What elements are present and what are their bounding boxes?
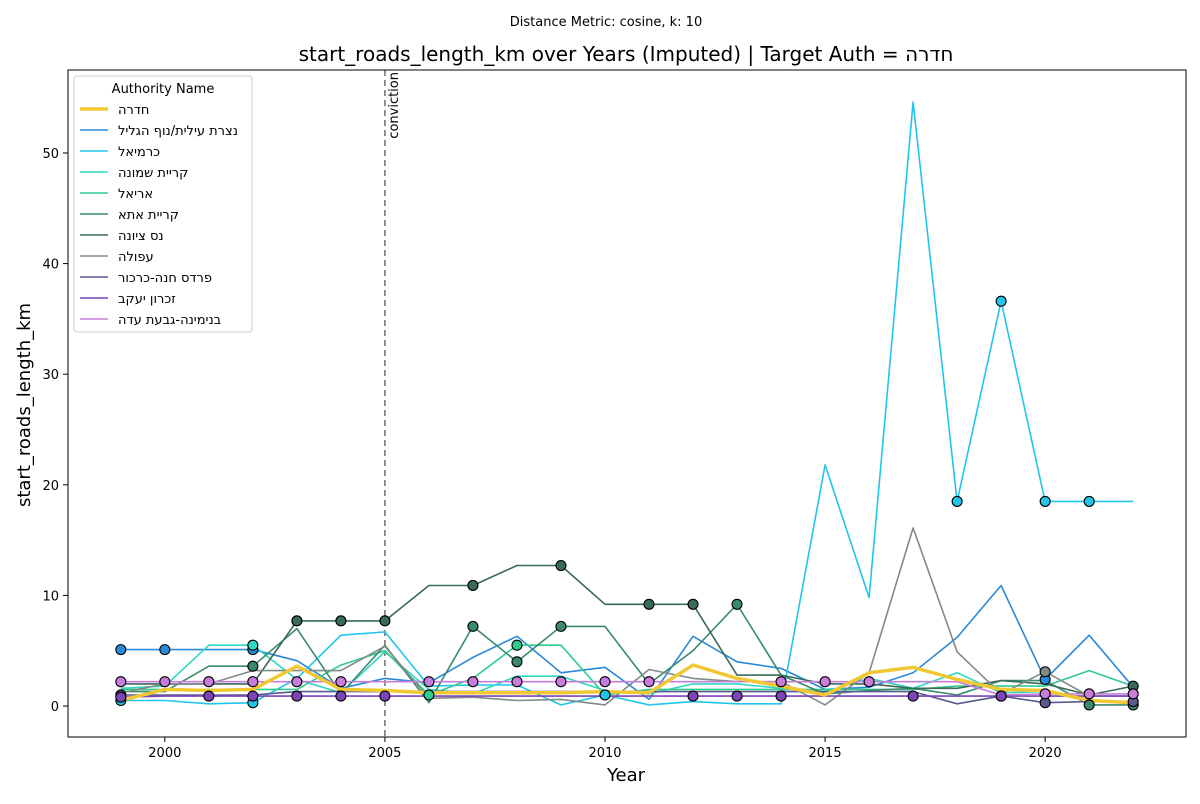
legend-item-label: אריאל [118,187,153,202]
data-point-marker [247,690,259,702]
data-point-marker [555,676,567,688]
data-point-marker [335,690,347,702]
data-point-marker [467,579,479,592]
y-tick-label: 50 [42,147,59,162]
data-point-marker [1127,688,1139,700]
data-point-marker [379,690,391,702]
legend-item-label: חדרה [118,103,149,118]
series-line [120,603,1134,706]
data-point-marker [819,676,831,688]
data-point-marker [467,620,479,632]
axes-frame [67,69,1187,738]
data-point-marker [731,690,743,702]
x-tick-label: 2010 [588,746,621,761]
data-point-marker [775,676,787,688]
series-line [120,564,1134,696]
data-point-marker [687,690,699,702]
data-point-marker [335,676,347,688]
data-point-marker [643,598,655,610]
data-point-marker [203,690,215,702]
conviction-label: conviction [387,72,402,139]
data-point-marker [379,615,391,627]
data-point-marker [335,615,347,627]
x-axis: 2000 2005 2010 2015 2020 [148,737,1062,761]
data-point-marker [247,676,259,688]
legend-item-label: נצרת עילית/נוף הגליל [118,124,238,139]
data-point-marker [599,676,611,688]
data-point-marker [731,598,743,610]
data-point-marker [115,644,127,656]
data-point-marker [203,676,215,688]
x-tick-label: 2020 [1029,746,1062,761]
chart-title: start_roads_length_km over Years (Impute… [299,42,954,66]
y-axis: 0 10 20 30 40 50 [42,147,68,715]
data-point-marker [511,676,523,688]
x-tick-label: 2015 [809,746,842,761]
data-point-marker [511,639,523,651]
series-line [120,101,1134,706]
data-point-marker [115,676,127,688]
data-point-marker [907,690,919,702]
data-point-marker [951,495,963,507]
series-line [120,695,1134,698]
data-point-marker [555,559,567,572]
marker-layer [115,295,1139,711]
data-point-marker [687,598,699,610]
data-point-marker [555,620,567,632]
data-point-marker [995,295,1007,307]
y-axis-title: start_roads_length_km [14,303,35,507]
series-line [120,663,1134,705]
y-tick-label: 30 [42,368,59,383]
plot-area: conviction [120,70,1134,737]
series-line [120,680,1134,696]
legend-item-label: פרדס חנה-כרכור [118,271,212,286]
data-point-marker [291,676,303,688]
data-point-marker [247,660,259,672]
data-point-marker [467,676,479,688]
series-line [120,584,1134,701]
x-tick-label: 2005 [368,746,401,761]
legend-title: Authority Name [112,82,215,97]
legend-item-label: זכרון יעקב [118,292,176,307]
legend: Authority Name חדרה נצרת עילית/נוף הגליל כר… [73,75,253,333]
legend-item-label: עפולה [118,250,154,265]
data-point-marker [1039,495,1051,507]
legend-box [73,75,253,333]
data-point-marker [511,656,523,668]
y-tick-label: 20 [42,479,59,494]
legend-item-label: קריית שמונה [118,166,188,181]
y-tick-label: 40 [42,258,59,273]
data-point-marker [247,639,259,651]
data-point-marker [1083,688,1095,700]
x-tick-label: 2000 [148,746,181,761]
data-point-marker [115,691,127,703]
data-point-marker [643,676,655,688]
data-point-marker [291,690,303,702]
data-point-marker [1039,666,1051,678]
data-point-marker [291,615,303,627]
data-point-marker [995,690,1007,702]
data-point-marker [1083,699,1095,711]
data-point-marker [1083,495,1095,507]
legend-item-label: בנימינה-גבעת עדה [118,313,221,328]
data-point-marker [1039,688,1051,700]
data-point-marker [423,689,435,701]
data-point-marker [863,676,875,688]
data-point-marker [775,690,787,702]
legend-item-label: כרמיאל [118,145,160,160]
y-tick-label: 10 [42,589,59,604]
data-point-marker [423,676,435,688]
y-tick-label: 0 [51,700,59,715]
legend-item-label: קריית אתא [118,208,179,223]
data-point-marker [159,644,171,656]
x-axis-title: Year [606,765,646,786]
data-point-marker [159,676,171,688]
data-point-marker [599,689,611,701]
legend-item-label: נס ציונה [118,229,164,244]
chart-suptitle: Distance Metric: cosine, k: 10 [510,15,702,30]
